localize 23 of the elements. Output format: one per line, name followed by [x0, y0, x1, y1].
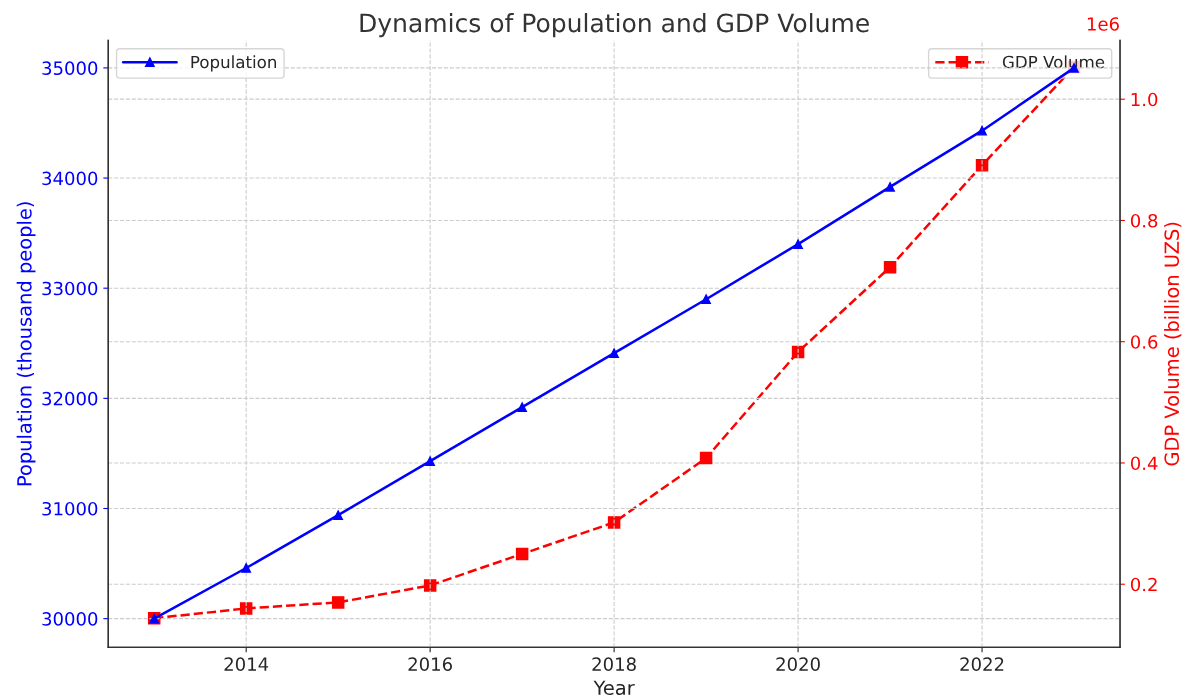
y-tick-label: 30000: [42, 612, 98, 626]
y2-tick-label: 1.0: [1131, 92, 1158, 107]
y-tick-label: 35000: [42, 61, 98, 76]
x-tick-label: 2016: [408, 657, 452, 671]
x-tick-label: 2014: [224, 657, 269, 671]
y-tick-label: 32000: [42, 391, 98, 406]
y-tick-label: 31000: [42, 501, 98, 516]
legend-label: Population: [191, 55, 277, 72]
legend-label: GDP Volume: [1002, 55, 1105, 69]
text: 1e6: [1087, 17, 1119, 31]
y2-tick-label: 0.2: [1130, 577, 1157, 592]
x-tick-label: 2022: [960, 657, 1004, 671]
y2-tick-label: 0.4: [1130, 456, 1158, 471]
x-tick-label: 2018: [592, 657, 636, 671]
x-axis-title: Year: [593, 680, 635, 696]
x-tick-label: 2020: [776, 657, 820, 671]
chart-title: Dynamics of Population and GDP Volume: [360, 13, 869, 38]
y-axis-title: Population (thousand people): [16, 202, 36, 486]
y-tick-label: 33000: [42, 281, 98, 296]
y2-tick-label: 0.8: [1130, 213, 1158, 228]
y2-axis-title: GDP Volume (billion UZS): [1164, 222, 1182, 466]
y-tick-label: 34000: [42, 171, 98, 186]
y2-tick-label: 0.6: [1130, 335, 1158, 349]
